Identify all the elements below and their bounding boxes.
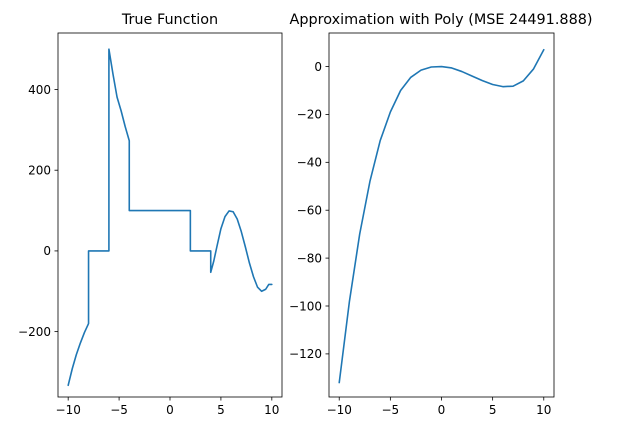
x-tick-label: −10 (56, 403, 81, 417)
plot-frame (57, 32, 283, 398)
y-tick-label: −200 (18, 325, 51, 339)
chart-title: Approximation with Poly (MSE 24491.888) (290, 12, 593, 28)
y-tick-label: −40 (297, 156, 322, 170)
x-tick-label: −10 (327, 403, 352, 417)
plot-frame (328, 32, 555, 398)
tick-layer: −10 −5 0 5 10 −200 0 200 400 (18, 83, 279, 417)
series-layer (338, 48, 545, 384)
series-layer (67, 48, 273, 387)
x-tick-label: 5 (489, 403, 497, 417)
y-tick-label: −80 (297, 251, 322, 265)
series-line (338, 48, 545, 384)
series-line (67, 48, 273, 387)
x-tick-label: −5 (382, 403, 400, 417)
x-tick-label: −5 (110, 403, 128, 417)
y-tick-label: 0 (314, 60, 322, 74)
x-tick-label: 10 (536, 403, 551, 417)
x-tick-label: 10 (264, 403, 279, 417)
y-tick-label: −120 (289, 347, 322, 361)
x-tick-label: 0 (166, 403, 174, 417)
y-tick-label: 400 (28, 83, 51, 97)
y-tick-label: 0 (43, 244, 51, 258)
y-tick-label: −100 (289, 299, 322, 313)
chart-title: True Function (121, 12, 218, 28)
y-tick-label: −60 (297, 204, 322, 218)
y-tick-label: −20 (297, 108, 322, 122)
x-tick-label: 5 (217, 403, 225, 417)
y-tick-label: 200 (28, 164, 51, 178)
chart-true-function: True Function −10 −5 0 5 10 −200 0 200 400 (18, 12, 283, 417)
tick-layer: −10 −5 0 5 10 −120 −100 −80 −60 −40 −20 0 (289, 60, 551, 417)
chart-poly-approximation: Approximation with Poly (MSE 24491.888) … (289, 12, 592, 417)
x-tick-label: 0 (438, 403, 446, 417)
